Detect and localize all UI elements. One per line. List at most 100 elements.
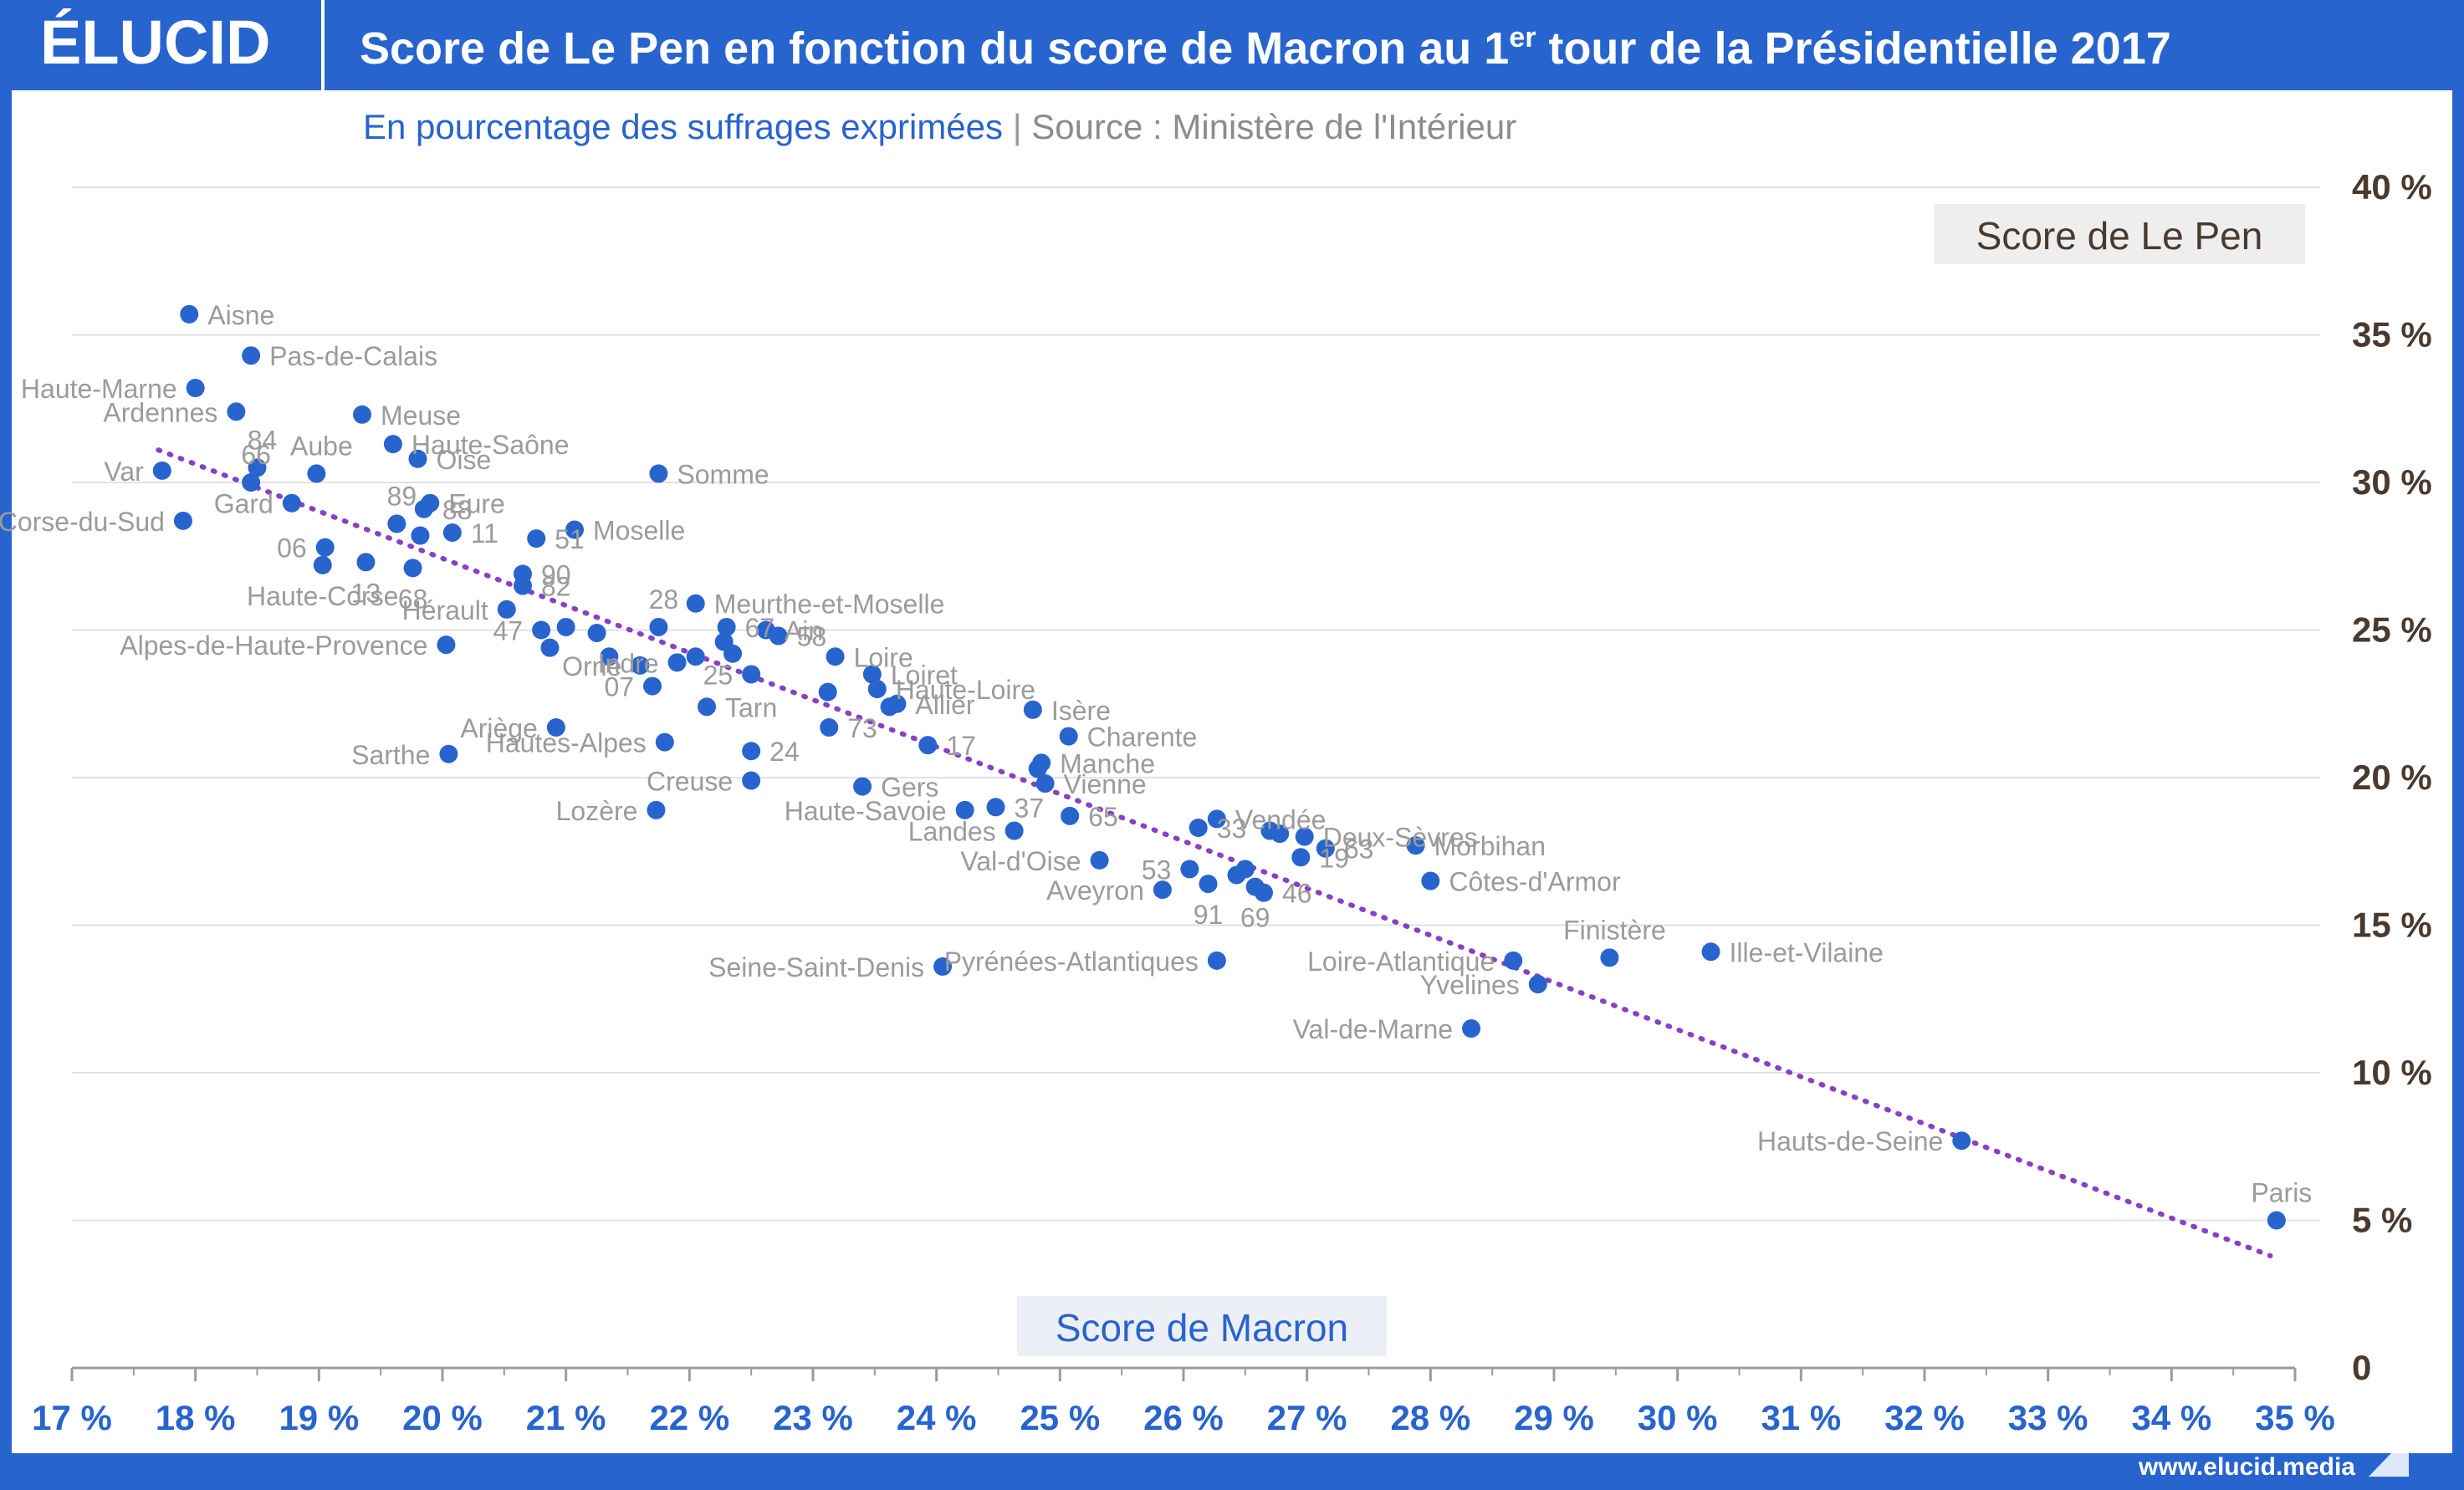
footer-logo-mark <box>2369 1435 2409 1477</box>
xlabel-box <box>1017 1296 1387 1356</box>
data-point <box>414 499 433 518</box>
data-point <box>918 736 938 755</box>
data-point <box>186 379 205 398</box>
point-label: Alpes-de-Haute-Provence <box>120 630 427 661</box>
data-point <box>769 626 788 645</box>
data-point <box>556 617 575 636</box>
point-label: 73 <box>847 713 877 743</box>
data-point <box>411 526 430 545</box>
data-point <box>313 555 332 574</box>
data-point <box>686 647 705 666</box>
data-point <box>356 553 376 572</box>
data-point <box>227 402 246 421</box>
point-label: Ille-et-Vilaine <box>1730 937 1884 967</box>
point-label: Haute-Saône <box>412 430 570 460</box>
point-label: 13 <box>351 578 381 608</box>
header-divider <box>321 0 325 90</box>
data-point <box>1421 871 1440 890</box>
data-point <box>862 665 882 684</box>
x-tick-label: 25 % <box>1020 1398 1100 1437</box>
x-tick-label: 23 % <box>773 1398 853 1437</box>
point-label: 63 <box>1344 834 1374 865</box>
point-label: Charente <box>1087 722 1198 753</box>
point-label: 66 <box>241 440 271 470</box>
data-point <box>1059 727 1078 746</box>
data-point <box>1270 824 1290 844</box>
data-point <box>853 777 872 796</box>
data-point <box>880 697 899 717</box>
point-label: Sarthe <box>351 740 430 770</box>
data-point <box>546 717 565 737</box>
data-point <box>1028 759 1047 778</box>
y-tick-label: 20 % <box>2352 758 2432 797</box>
data-point <box>527 529 546 549</box>
y-tick-label: 5 % <box>2352 1201 2412 1240</box>
data-point <box>686 594 705 613</box>
y-tick-label: 15 % <box>2352 906 2432 945</box>
data-point <box>2267 1211 2286 1230</box>
point-label: Moselle <box>593 515 685 545</box>
x-tick-label: 32 % <box>1884 1398 1965 1437</box>
x-tick-label: 21 % <box>526 1398 606 1437</box>
data-point <box>1316 839 1335 858</box>
data-point <box>1291 848 1311 867</box>
title-end: tour de la Présidentielle 2017 <box>1536 23 2170 74</box>
trend-line <box>156 447 2273 1258</box>
point-label: 17 <box>946 731 976 761</box>
data-point <box>387 514 406 533</box>
point-label: Ariège <box>460 713 538 743</box>
data-point <box>152 461 171 480</box>
point-label: Creuse <box>647 767 733 797</box>
point-label: 89 <box>387 481 417 511</box>
data-point <box>1227 865 1246 885</box>
point-label: Pas-de-Calais <box>269 341 437 371</box>
point-label: Orne <box>562 651 621 681</box>
subtitle-text: En pourcentage des suffrages exprimées <box>363 107 1003 146</box>
point-label: 53 <box>1142 855 1172 885</box>
point-label: Somme <box>677 459 769 489</box>
data-point <box>649 464 668 483</box>
point-label: Gers <box>881 773 938 803</box>
axes: 0 5 % 10 % 15 % 20 % 25 % 30 % 35 % 40 % 17 % 18 %… <box>32 167 2432 1437</box>
point-label: 47 <box>493 616 524 646</box>
x-tick-label: 19 % <box>279 1398 359 1437</box>
data-point <box>180 304 199 324</box>
point-label: Allier <box>915 690 974 720</box>
data-point <box>532 620 551 640</box>
point-label: 06 <box>277 533 307 564</box>
x-tick-label: 26 % <box>1143 1398 1224 1437</box>
point-label: Val-d'Oise <box>960 846 1081 876</box>
data-point <box>565 520 585 539</box>
y-tick-label: 40 % <box>2352 167 2432 207</box>
data-point <box>1189 819 1208 838</box>
data-point <box>955 800 974 819</box>
data-points <box>152 304 2286 1230</box>
x-tick-label: 31 % <box>1761 1398 1841 1437</box>
data-point <box>1090 850 1109 870</box>
point-label: Indre <box>598 648 659 678</box>
point-label: Landes <box>908 817 996 847</box>
logo: ÉLUCID <box>40 8 270 77</box>
point-label: 28 <box>649 584 679 615</box>
plot-background <box>12 90 2452 1453</box>
data-point <box>1254 883 1273 902</box>
point-label: 82 <box>541 572 571 602</box>
data-point <box>1600 948 1619 967</box>
y-tick-label: 30 % <box>2352 462 2432 502</box>
point-label: Val-de-Marne <box>1293 1014 1453 1044</box>
point-label: 07 <box>604 672 634 702</box>
x-tick-label: 34 % <box>2131 1398 2211 1437</box>
point-label: 19 <box>1319 843 1349 873</box>
point-label: Deux-Sèvres <box>1323 823 1478 853</box>
data-point <box>649 617 668 636</box>
data-point <box>242 473 261 492</box>
point-label: Isère <box>1051 696 1111 726</box>
data-point <box>353 405 372 424</box>
data-point <box>513 576 532 595</box>
point-label: Paris <box>2251 1178 2312 1208</box>
y-tick-label: 35 % <box>2352 315 2432 355</box>
data-point <box>742 742 761 761</box>
point-label: Vendée <box>1235 804 1327 834</box>
point-label: Finistère <box>1563 915 1666 945</box>
